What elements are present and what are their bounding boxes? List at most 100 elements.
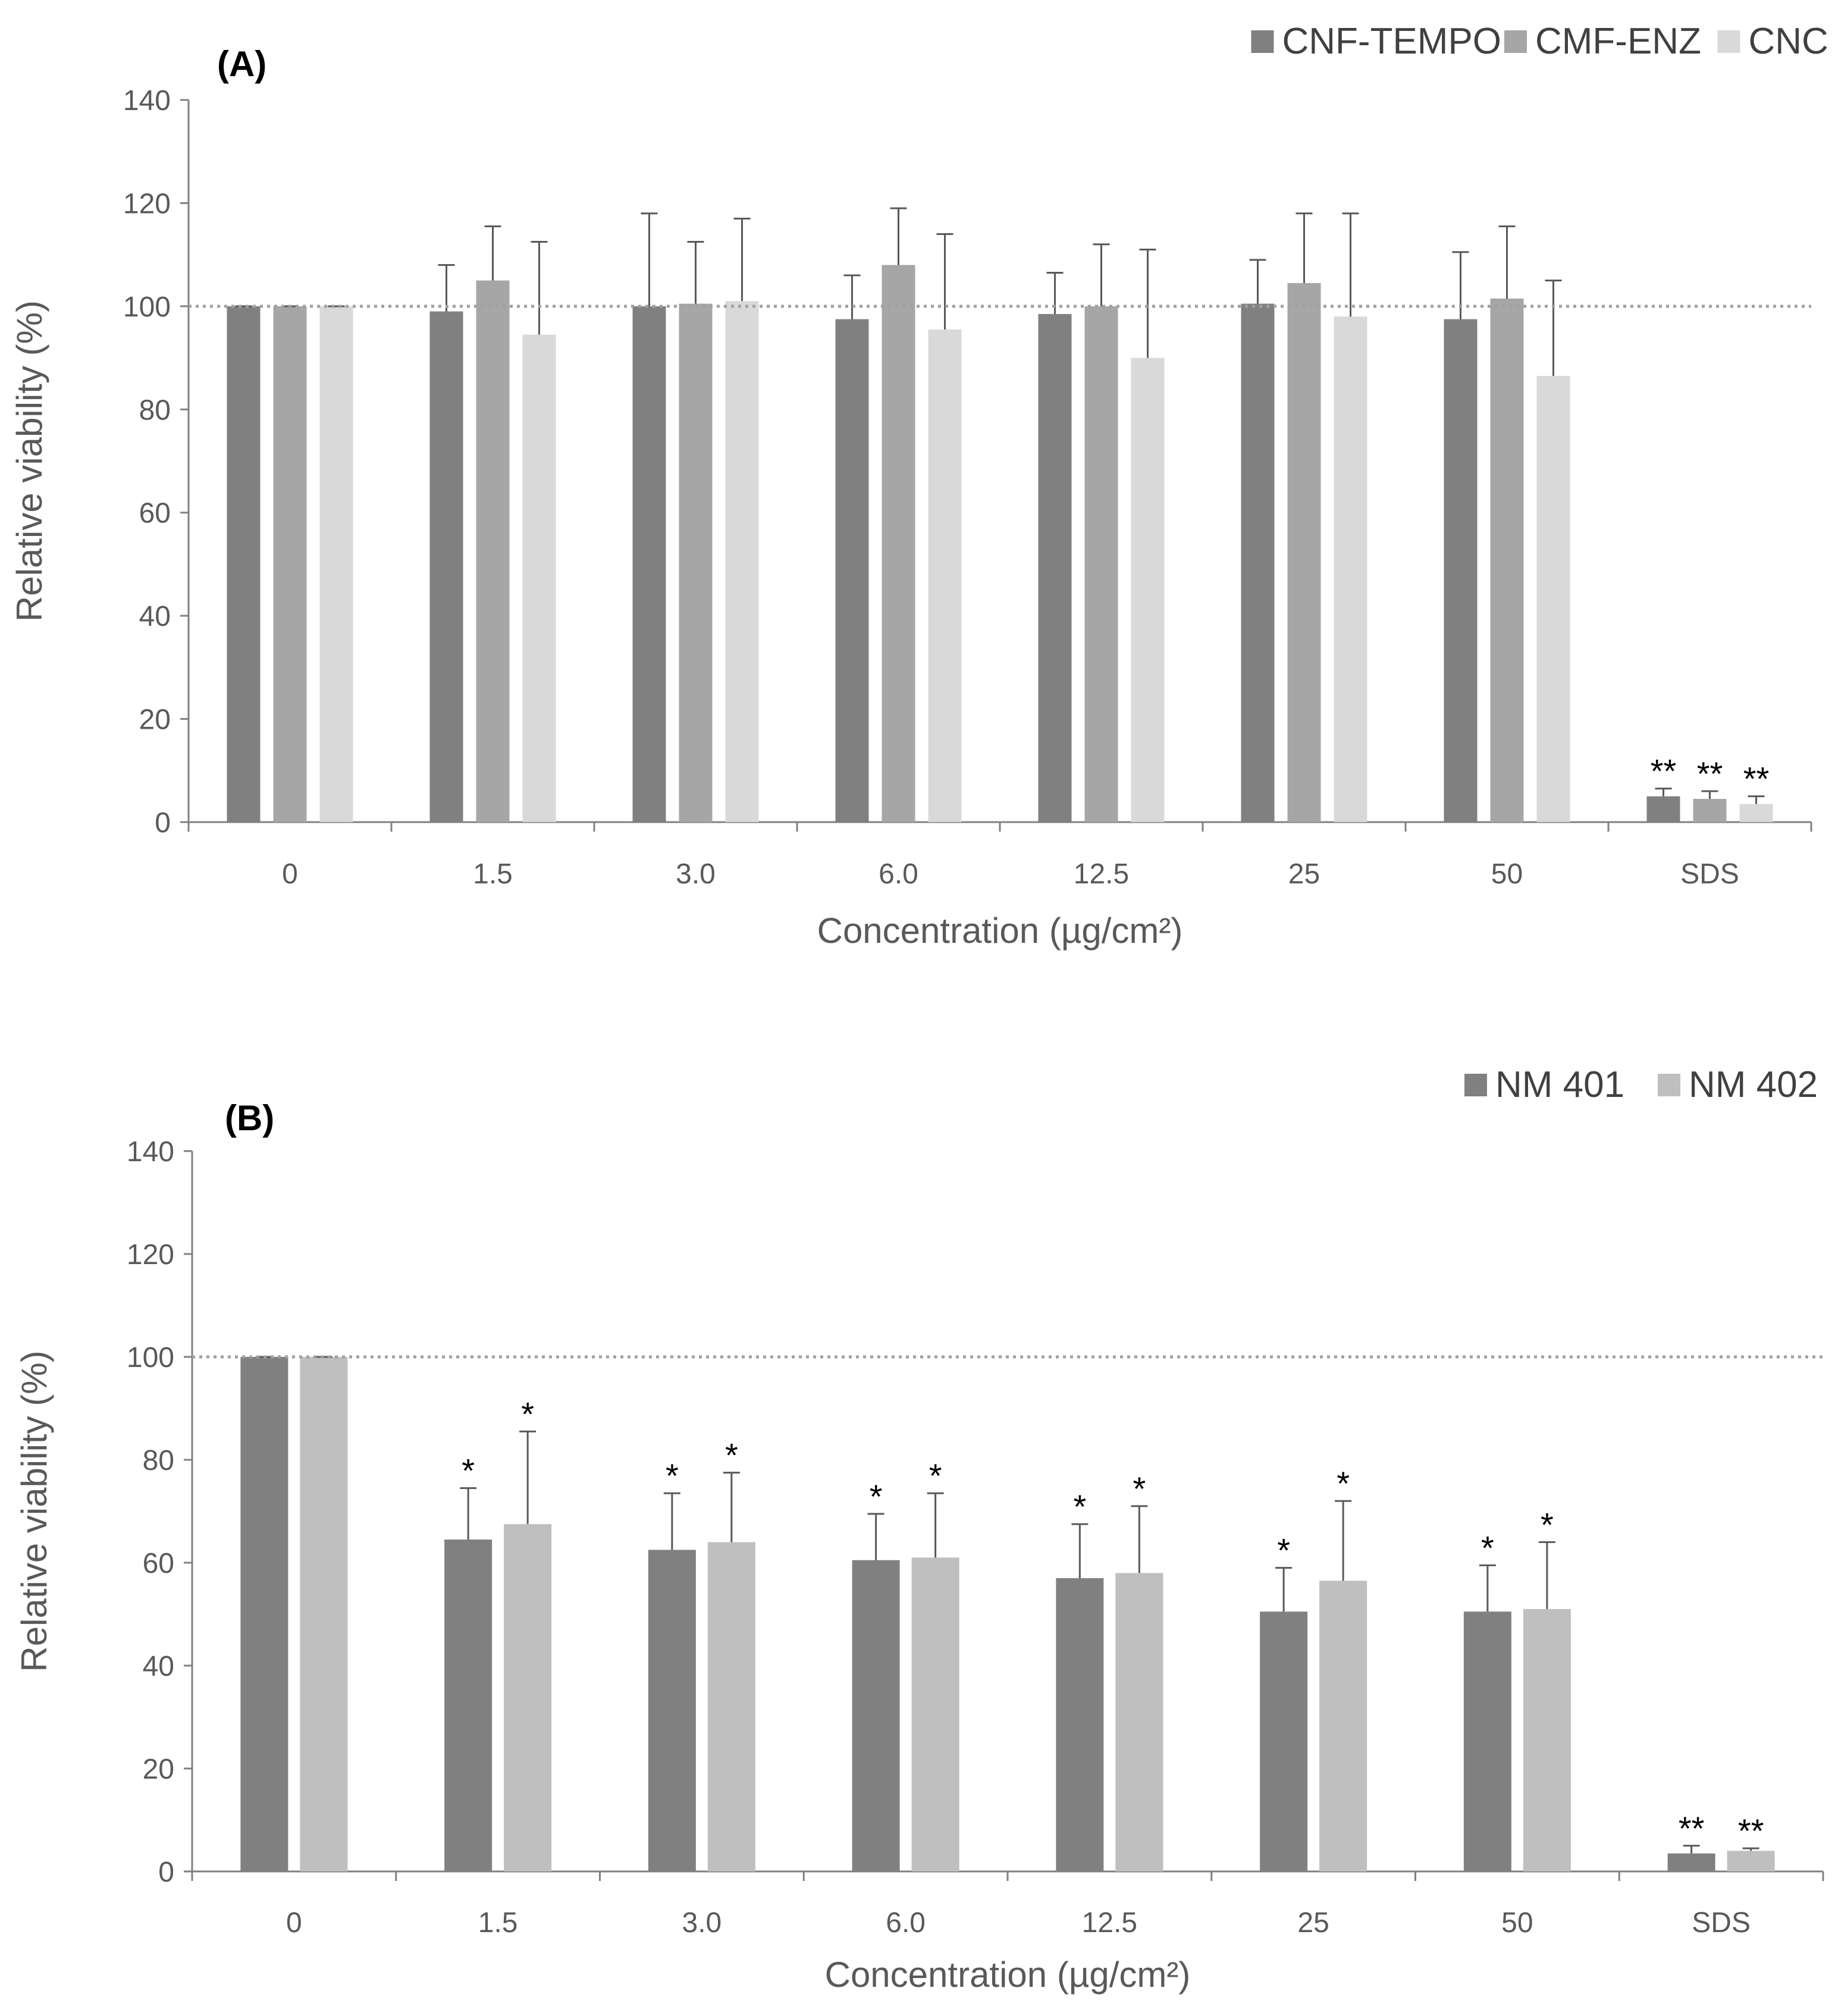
y-tick-label: 20 bbox=[143, 1754, 174, 1785]
bar bbox=[1319, 1581, 1367, 1871]
x-tick-label: SDS bbox=[1692, 1907, 1751, 1939]
bar bbox=[300, 1357, 348, 1871]
significance-marker: ** bbox=[1651, 753, 1677, 790]
bar bbox=[1287, 283, 1321, 823]
legend-label: CMF-ENZ bbox=[1535, 21, 1701, 62]
bar bbox=[1131, 358, 1165, 822]
bar bbox=[1727, 1851, 1775, 1871]
bar bbox=[273, 306, 307, 822]
significance-marker: * bbox=[1541, 1506, 1554, 1543]
y-tick-label: 140 bbox=[127, 1136, 174, 1168]
bar bbox=[476, 280, 510, 822]
x-tick-label: 12.5 bbox=[1074, 858, 1129, 890]
x-tick-label: 12.5 bbox=[1082, 1907, 1137, 1939]
panel-label: (B) bbox=[225, 1098, 274, 1138]
bar bbox=[928, 329, 962, 822]
y-tick-label: 40 bbox=[143, 1651, 174, 1682]
bar bbox=[1038, 313, 1072, 822]
significance-marker: * bbox=[462, 1452, 475, 1490]
x-tick-label: 1.5 bbox=[473, 858, 513, 890]
x-tick-label: 25 bbox=[1288, 858, 1320, 890]
legend-swatch bbox=[1251, 30, 1274, 53]
bar bbox=[679, 303, 713, 822]
bar bbox=[1241, 303, 1275, 822]
y-tick-label: 0 bbox=[158, 1857, 174, 1888]
y-tick-label: 100 bbox=[123, 291, 171, 323]
x-tick-label: 1.5 bbox=[478, 1907, 518, 1939]
significance-marker: * bbox=[1337, 1465, 1350, 1502]
legend-swatch bbox=[1504, 30, 1527, 53]
bar bbox=[1463, 1611, 1511, 1871]
y-tick-label: 100 bbox=[127, 1342, 174, 1374]
bar bbox=[1444, 319, 1478, 822]
bar bbox=[1646, 796, 1680, 822]
bar bbox=[911, 1557, 959, 1871]
bar bbox=[1739, 804, 1773, 822]
x-tick-label: 25 bbox=[1297, 1907, 1329, 1939]
y-tick-label: 120 bbox=[127, 1239, 174, 1271]
x-axis-title: Concentration (µg/cm²) bbox=[825, 1955, 1191, 1995]
bar bbox=[632, 306, 666, 822]
legend-swatch bbox=[1464, 1074, 1487, 1096]
x-tick-label: 3.0 bbox=[682, 1907, 722, 1939]
significance-marker: * bbox=[1133, 1470, 1146, 1507]
y-axis-title: Relative viability (%) bbox=[10, 300, 49, 622]
significance-marker: * bbox=[1277, 1532, 1290, 1569]
y-tick-label: 60 bbox=[143, 1548, 174, 1579]
bar bbox=[648, 1550, 696, 1871]
bar bbox=[1084, 306, 1118, 822]
chart-panel-a: (A) 0 20 40 60 80 100 120 140 Relative viability … bbox=[10, 21, 1828, 951]
y-tick-label: 20 bbox=[139, 704, 171, 736]
y-tick-label: 80 bbox=[143, 1445, 174, 1476]
x-tick-label: 0 bbox=[282, 858, 298, 890]
x-tick-label: 50 bbox=[1501, 1907, 1533, 1939]
bar bbox=[1115, 1573, 1163, 1871]
y-axis-title: Relative viability (%) bbox=[14, 1350, 54, 1672]
bar bbox=[835, 319, 869, 822]
significance-marker: * bbox=[1073, 1488, 1086, 1525]
bar bbox=[1536, 375, 1570, 822]
significance-marker: ** bbox=[1743, 760, 1770, 798]
legend-swatch bbox=[1658, 1074, 1680, 1096]
legend-label: CNC bbox=[1749, 21, 1828, 62]
x-tick-label: 50 bbox=[1491, 858, 1523, 890]
significance-marker: ** bbox=[1697, 755, 1723, 792]
x-tick-label: 6.0 bbox=[886, 1907, 926, 1939]
bar bbox=[725, 301, 759, 823]
y-tick-label: 120 bbox=[123, 188, 171, 220]
bar bbox=[1523, 1609, 1571, 1871]
legend-swatch bbox=[1717, 30, 1740, 53]
x-tick-label: 0 bbox=[286, 1907, 302, 1939]
x-axis-title: Concentration (µg/cm²) bbox=[817, 911, 1183, 951]
y-tick-label: 80 bbox=[139, 394, 171, 426]
panel-label: (A) bbox=[217, 44, 266, 84]
bar bbox=[1056, 1578, 1104, 1871]
y-tick-label: 0 bbox=[155, 807, 171, 839]
significance-marker: * bbox=[929, 1457, 942, 1494]
chart-panel-b: (B) 0 20 40 60 80 100 120 140 Relative viability … bbox=[14, 1064, 1824, 1995]
bar bbox=[444, 1540, 493, 1871]
significance-marker: * bbox=[1481, 1529, 1494, 1566]
significance-marker: * bbox=[521, 1395, 534, 1432]
bar bbox=[1334, 316, 1367, 822]
bar bbox=[522, 334, 556, 822]
bar bbox=[707, 1542, 755, 1871]
legend-label: NM 402 bbox=[1689, 1064, 1818, 1105]
x-tick-label: SDS bbox=[1680, 858, 1739, 890]
bar bbox=[882, 265, 915, 822]
bar bbox=[240, 1357, 288, 1871]
bar bbox=[852, 1560, 900, 1871]
bar bbox=[227, 306, 261, 822]
x-tick-label: 3.0 bbox=[676, 858, 716, 890]
significance-marker: ** bbox=[1738, 1812, 1764, 1849]
bar bbox=[429, 311, 463, 822]
bar bbox=[319, 306, 353, 822]
significance-marker: * bbox=[666, 1457, 679, 1494]
significance-marker: ** bbox=[1679, 1810, 1705, 1847]
bar bbox=[1260, 1611, 1308, 1871]
bar bbox=[1490, 298, 1524, 823]
bar bbox=[1693, 798, 1727, 822]
y-tick-label: 140 bbox=[123, 85, 171, 117]
legend-label: NM 401 bbox=[1495, 1064, 1624, 1105]
legend-label: CNF-TEMPO bbox=[1282, 21, 1502, 62]
